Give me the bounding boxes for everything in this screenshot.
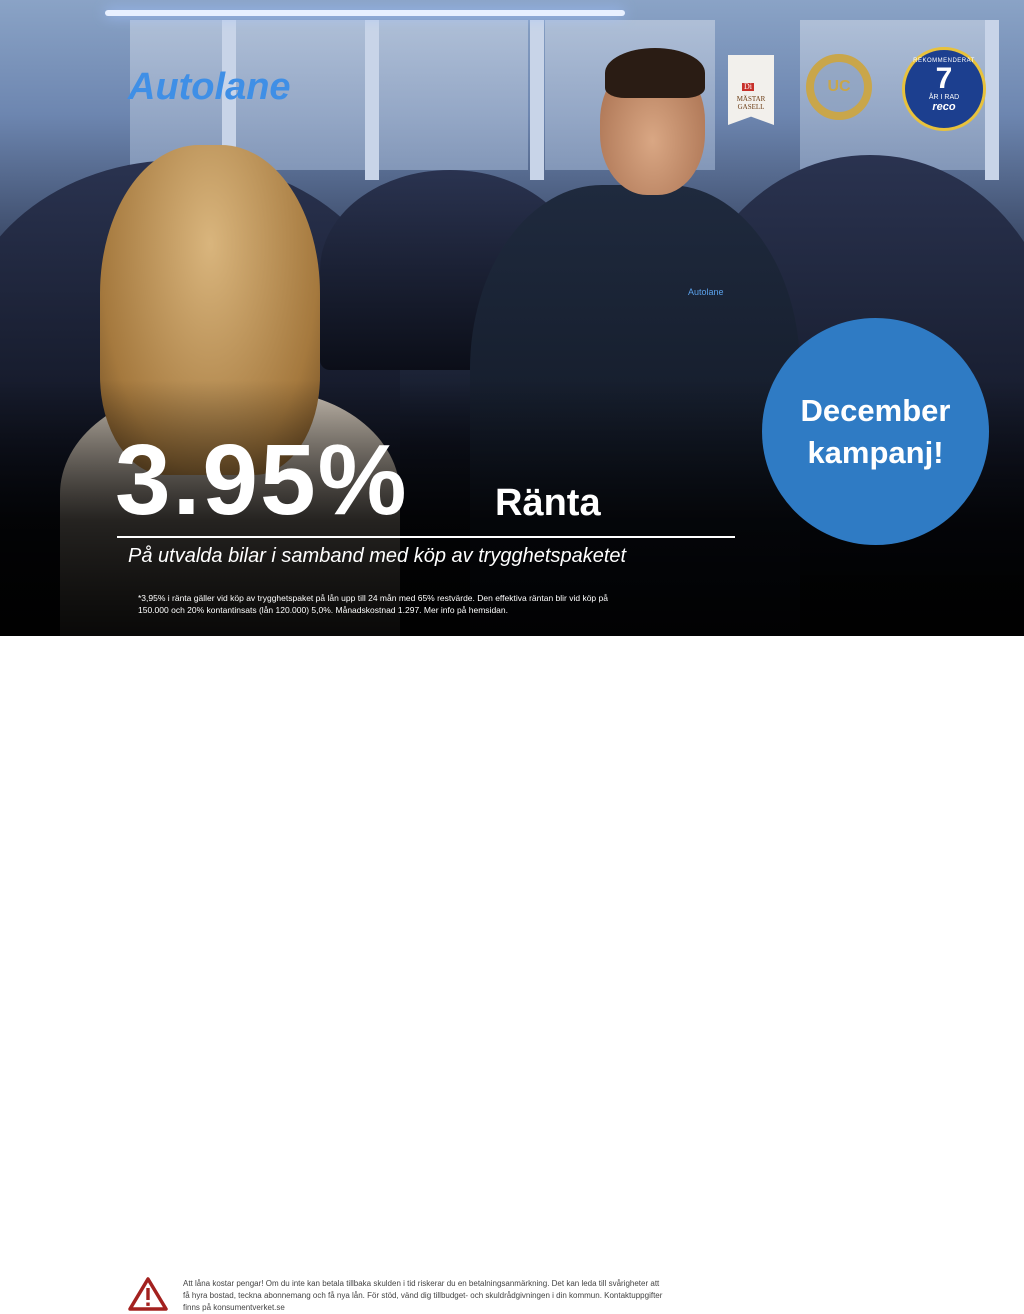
pillar [530,20,544,180]
divider [117,536,735,538]
di-label: Di [742,82,754,91]
uc-badge: UC [806,54,872,120]
pillar [222,20,236,180]
offer-subtitle: På utvalda bilar i samband med köp av tr… [128,545,627,567]
ad-banner: Autolane Autolane Di MÄSTAR GASELL UC RE… [0,0,1024,636]
uc-label: UC [827,78,851,95]
pillar [985,20,999,180]
reco-bottom: ÅR I RAD [928,94,960,101]
fine-print: *3,95% i ränta gäller vid köp av trygghe… [138,593,608,615]
ceiling-light [105,10,625,16]
campaign-line2: kampanj! [807,434,944,470]
autolane-logo: Autolane [128,66,291,108]
gasell-label: MÄSTAR GASELL [736,95,766,111]
campaign-badge: December kampanj! [762,318,989,545]
campaign-line1: December [800,392,951,428]
interest-rate: 3.95% [115,424,409,536]
reco-number: 7 [935,62,953,95]
reco-badge: REKOMMENDERAT 7 ÅR I RAD reco [902,47,986,131]
window [378,20,528,170]
salesman-hair [605,48,705,98]
footer-warning: Att låna kostar pengar! Om du inte kan b… [0,636,1024,1312]
vest-logo: Autolane [688,287,724,297]
gasell-badge: Di MÄSTAR GASELL [728,55,774,125]
warning-triangle-icon [128,1277,168,1311]
rate-label: Ränta [495,482,601,524]
reco-brand: reco [932,101,956,113]
footer-text: Att låna kostar pengar! Om du inte kan b… [183,1279,663,1312]
window [235,20,370,170]
pillar [365,20,379,180]
reco-top: REKOMMENDERAT [913,58,975,64]
